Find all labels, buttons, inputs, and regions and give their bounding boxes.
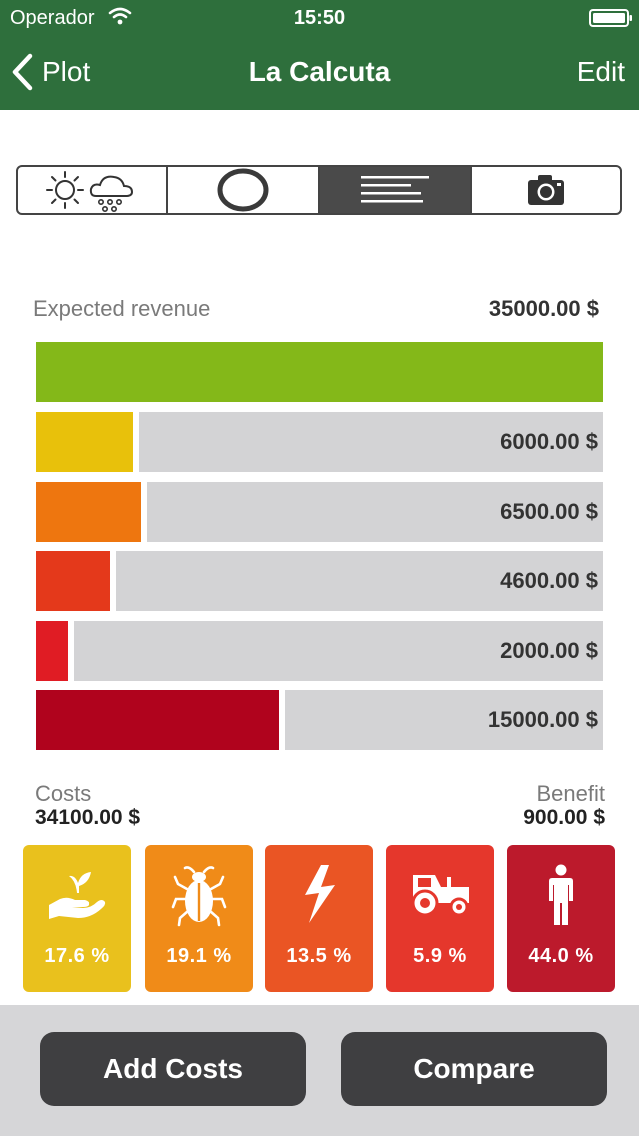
costs-value: 34100.00 $	[35, 806, 141, 829]
cost-bar-track	[116, 551, 603, 611]
category-tile-energy[interactable]: 13.5 %	[265, 845, 373, 992]
battery-icon	[589, 9, 632, 27]
tractor-icon	[411, 875, 469, 917]
segment-bars[interactable]	[320, 167, 472, 213]
circle-chart-icon	[217, 168, 269, 212]
cost-row: 6500.00 $	[36, 482, 603, 542]
cost-row: 6000.00 $	[36, 412, 603, 472]
cost-bar-fill	[36, 551, 110, 611]
revenue-bar	[36, 342, 603, 402]
wifi-icon	[108, 7, 132, 25]
segment-camera[interactable]	[472, 167, 620, 213]
cost-bar-fill	[36, 621, 68, 681]
person-icon	[549, 864, 573, 925]
status-bar: Operador 15:50	[0, 0, 639, 36]
category-tile-machinery[interactable]: 5.9 %	[386, 845, 494, 992]
category-tile-seeds[interactable]: 17.6 %	[23, 845, 131, 992]
compare-button[interactable]: Compare	[341, 1032, 607, 1106]
category-tile-labor[interactable]: 44.0 %	[507, 845, 615, 992]
add-costs-button[interactable]: Add Costs	[40, 1032, 306, 1106]
cost-bar-fill	[36, 412, 133, 472]
category-percent: 5.9 %	[413, 945, 467, 967]
cost-bar-track	[285, 690, 603, 750]
cost-bar-track	[139, 412, 603, 472]
revenue-value: 35000.00 $	[488, 296, 599, 321]
cost-row: 15000.00 $	[36, 690, 603, 750]
revenue-label: Expected revenue	[33, 296, 211, 321]
edit-button[interactable]: Edit	[576, 56, 625, 87]
segment-circle[interactable]	[168, 167, 320, 213]
lightning-icon	[305, 865, 335, 923]
navigation-header: Operador 15:50 Plot La Calcuta Edit	[0, 0, 639, 110]
cost-value: 15000.00 $	[487, 707, 598, 732]
camera-icon	[528, 175, 564, 205]
cost-bar-fill	[36, 482, 141, 542]
cost-value: 2000.00 $	[500, 638, 598, 663]
cost-bar-fill	[36, 690, 279, 750]
category-percent: 13.5 %	[286, 945, 352, 967]
benefit-label: Benefit	[536, 781, 606, 806]
cost-bar-track	[74, 621, 603, 681]
category-percent: 17.6 %	[44, 945, 110, 967]
cost-bar-track	[147, 482, 603, 542]
bar-list-icon	[361, 176, 429, 203]
clock: 15:50	[293, 7, 346, 29]
cost-row: 2000.00 $	[36, 621, 603, 681]
costs-label: Costs	[35, 781, 92, 806]
back-button[interactable]: Plot	[10, 50, 90, 94]
category-percent: 44.0 %	[528, 945, 594, 967]
weather-icon	[46, 171, 134, 212]
carrier-label: Operador	[10, 7, 95, 29]
benefit-value: 900.00 $	[523, 806, 605, 829]
bug-icon	[171, 866, 227, 927]
page-title: La Calcuta	[248, 56, 391, 87]
category-percent: 19.1 %	[166, 945, 232, 967]
cost-row: 4600.00 $	[36, 551, 603, 611]
category-tile-pests[interactable]: 19.1 %	[145, 845, 253, 992]
cost-value: 4600.00 $	[500, 568, 598, 593]
view-segmented-control	[16, 165, 622, 215]
segment-weather[interactable]	[18, 167, 168, 213]
cost-value: 6000.00 $	[500, 429, 598, 454]
seedling-hand-icon	[49, 872, 106, 919]
chevron-left-icon	[12, 53, 33, 91]
back-label: Plot	[42, 56, 91, 87]
cost-value: 6500.00 $	[500, 499, 598, 524]
